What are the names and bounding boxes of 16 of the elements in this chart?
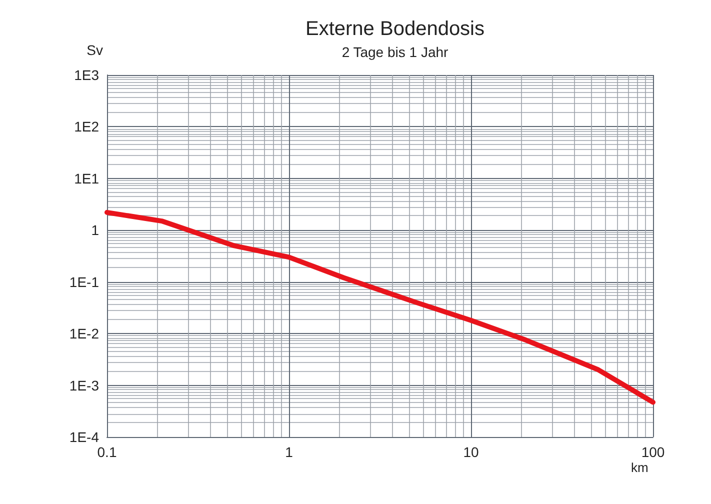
x-tick-label: 100 <box>641 444 665 460</box>
chart-subtitle: 2 Tage bis 1 Jahr <box>342 44 449 60</box>
y-tick-label: 1E-4 <box>69 429 100 445</box>
x-tick-label: 0.1 <box>97 444 117 460</box>
y-tick-label: 1E1 <box>74 170 100 186</box>
y-tick-label: 1 <box>91 222 100 238</box>
x-tick-label: 10 <box>463 444 479 460</box>
x-tick-label: 1 <box>285 444 294 460</box>
y-axis-title: Sv <box>86 42 103 58</box>
y-tick-label: 1E-1 <box>69 274 100 290</box>
chart-title: Externe Bodendosis <box>305 18 485 40</box>
y-tick-label: 1E-2 <box>69 326 100 342</box>
y-tick-label: 1E3 <box>74 67 100 83</box>
x-axis-title: km <box>631 460 648 475</box>
y-tick-label: 1E-3 <box>69 377 100 394</box>
y-tick-label: 1E2 <box>74 118 100 135</box>
